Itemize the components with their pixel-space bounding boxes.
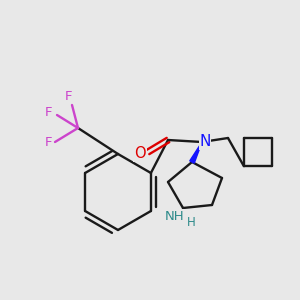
Text: F: F — [44, 136, 52, 148]
Text: N: N — [199, 134, 211, 149]
Polygon shape — [190, 142, 202, 163]
Text: F: F — [64, 89, 72, 103]
Text: F: F — [45, 106, 53, 119]
Text: O: O — [134, 146, 146, 161]
Text: H: H — [187, 215, 195, 229]
Text: NH: NH — [165, 209, 185, 223]
